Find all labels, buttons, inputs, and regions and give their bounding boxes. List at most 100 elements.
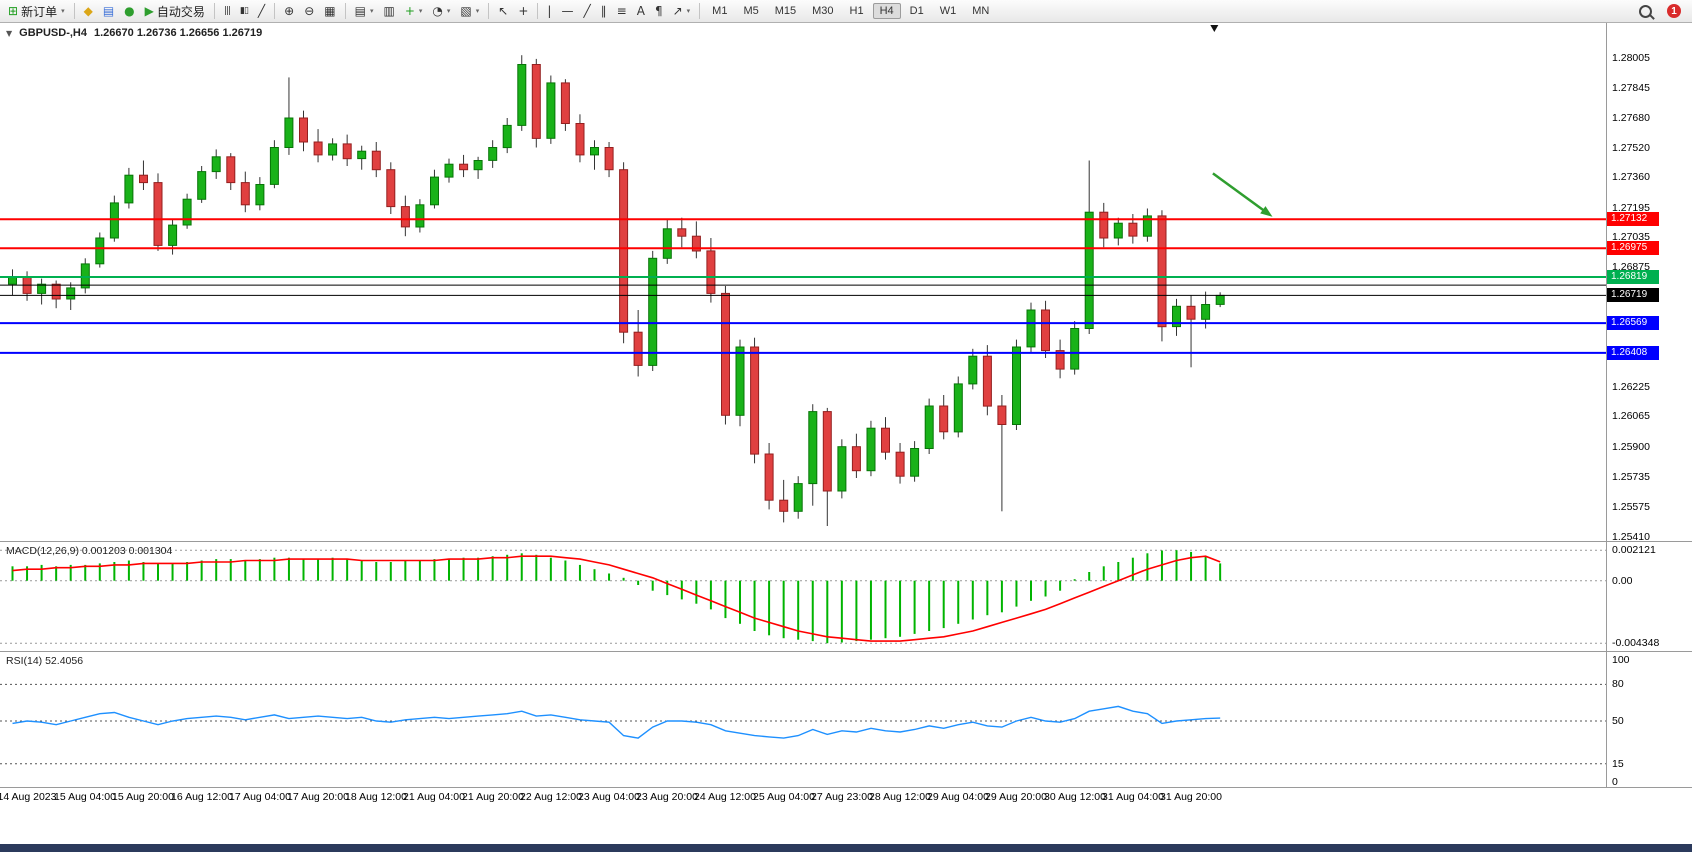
price-axis-label: 1.27035 [1612,231,1650,243]
macd-canvas[interactable] [0,542,1606,651]
zoom-in-button[interactable]: ⊕ [279,1,299,22]
time-axis-label: 28 Aug 12:00 [869,791,931,803]
cursor-button[interactable]: ↖ [493,1,513,22]
time-axis-label: 21 Aug 04:00 [403,791,465,803]
time-axis-label: 23 Aug 04:00 [578,791,640,803]
chart-shift-icon: ▥ [383,4,395,18]
price-axis-label: 1.25410 [1612,531,1650,543]
price-axis[interactable]: 1.28005 1.27845 1.27680 1.27520 1.27360 1.271… [1606,22,1692,543]
equidistant-channel-button[interactable]: ∥ [596,1,612,22]
candle [22,271,32,301]
horizontal-line-button[interactable]: — [556,1,578,22]
timeframe-m15-button[interactable]: M15 [774,5,797,17]
timeframe-w1-button[interactable]: W1 [939,5,957,17]
templates-icon: ▧ [460,4,472,18]
text-button[interactable]: A [632,1,650,22]
chart-shift-button[interactable]: ▥ [378,1,399,22]
crosshair-button[interactable]: + [513,1,533,22]
market-watch-button[interactable]: ▤ [98,1,119,22]
zoom-out-button[interactable]: ⊖ [299,1,319,22]
timeframe-h1-button[interactable]: H1 [849,5,864,17]
arrows-icon: ↗ [672,4,683,18]
new-order-button[interactable]: ⊞ 新订单 ▾ [3,1,70,22]
text-label-button[interactable]: ¶ [650,1,668,22]
candle [197,166,207,203]
macd-axis[interactable]: 0.002121 0.00 -0.004348 [1606,542,1692,651]
candle [750,337,760,464]
time-axis-label: 25 Aug 04:00 [753,791,815,803]
indicators-button[interactable]: + ▾ [400,1,428,22]
rsi-canvas[interactable] [0,652,1606,787]
candle [430,169,439,209]
candles-chart-icon: ▮▯ [240,5,249,16]
candle [168,219,178,255]
arrow-annotation[interactable] [1212,172,1273,217]
candle [1172,298,1181,336]
price-axis-label: 1.25900 [1612,441,1650,453]
templates-button[interactable]: ▧ ▾ [455,1,484,22]
symbol-name: GBPUSD-,H4 [19,27,87,39]
candle [764,443,774,510]
chart-window: ▼ GBPUSD-,H4 1.26670 1.26736 1.26656 1.2… [0,22,1692,852]
candle [37,278,47,305]
line-chart-icon: ╱ [257,4,266,18]
timeframe-m5-button[interactable]: M5 [743,5,759,17]
candle [1186,295,1196,368]
toolbar-group-line-studies: | — ╱ ∥ ≡ A ¶ ↗ ▾ [542,1,695,22]
main-chart-canvas[interactable] [0,22,1606,541]
macd-panel[interactable]: MACD(12,26,9) 0.001203 0.001304 0.002121… [0,542,1692,652]
toolbar-group-chart-types: ||| ▮▯ ╱ [219,1,270,22]
rsi-axis[interactable]: 100 80 50 15 0 [1606,652,1692,788]
autotrading-button[interactable]: ▶ 自动交易 [140,1,210,22]
auto-scroll-button[interactable]: ▤ ▾ [350,1,379,22]
bars-chart-button[interactable]: ||| [219,1,235,22]
timeframe-h4-button[interactable]: H4 [872,3,901,19]
candle [1041,300,1050,358]
fibonacci-button[interactable]: ≡ [612,1,632,22]
price-axis-label: 1.27360 [1612,171,1650,183]
timeframe-d1-button[interactable]: D1 [909,5,924,17]
candle [648,250,658,371]
candle [66,282,76,310]
timeframe-mn-button[interactable]: MN [972,5,990,17]
zoom-out-icon: ⊖ [304,4,315,18]
candle [735,339,745,427]
candle [269,140,279,189]
trendline-button[interactable]: ╱ [578,1,595,22]
timeframe-m1-button[interactable]: M1 [712,5,728,17]
time-axis-label: 31 Aug 04:00 [1102,791,1164,803]
tile-windows-icon: ▦ [324,4,336,18]
timeframe-m30-button[interactable]: M30 [812,5,834,17]
candle [575,114,585,163]
vertical-line-button[interactable]: | [542,1,556,22]
candle [342,134,352,166]
candle [837,439,847,499]
search-button[interactable] [1634,1,1657,22]
dropdown-caret-icon: ▾ [446,7,451,15]
notifications-badge[interactable]: 1 [1667,4,1681,18]
line-chart-button[interactable]: ╱ [253,1,270,22]
time-axis-label: 29 Aug 04:00 [927,791,989,803]
candle [386,162,396,214]
equidistant-channel-icon: ∥ [600,4,607,18]
candle [517,55,527,131]
price-axis-label: 1.26065 [1612,410,1650,422]
time-axis[interactable]: 14 Aug 2023 15 Aug 04:00 15 Aug 20:00 16 Au… [0,788,1692,806]
candle [866,420,876,477]
tile-windows-button[interactable]: ▦ [319,1,340,22]
candles-chart-button[interactable]: ▮▯ [235,1,253,22]
candle [924,398,934,454]
rsi-panel[interactable]: RSI(14) 52.4056 100 80 50 15 0 [0,652,1692,788]
main-chart-panel[interactable]: ▼ GBPUSD-,H4 1.26670 1.26736 1.26656 1.2… [0,22,1692,543]
periods-button[interactable]: ◔ ▾ [427,1,455,22]
time-axis-label: 18 Aug 12:00 [345,791,407,803]
candle [488,140,498,168]
arrows-button[interactable]: ↗ ▾ [668,1,696,22]
chart-menu-icon[interactable]: ▼ [6,28,13,38]
dropdown-caret-icon: ▾ [475,7,480,15]
refresh-button[interactable]: ● [119,1,139,22]
candles-layer [8,55,1225,526]
metaeditor-button[interactable]: ◆ [79,1,98,22]
macd-signal-line [12,555,1221,642]
time-axis-label: 23 Aug 20:00 [636,791,698,803]
